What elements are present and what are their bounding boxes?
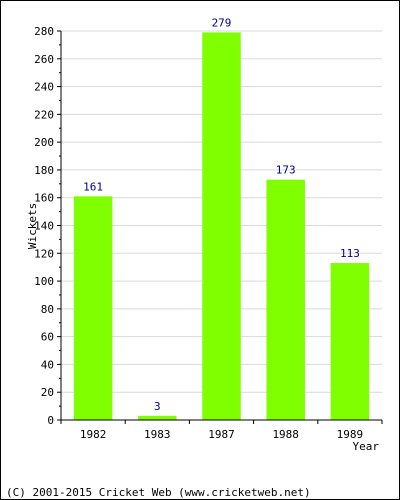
bar-1987 bbox=[202, 32, 241, 421]
x-tick-label: 1982 bbox=[80, 428, 107, 441]
y-tick-label: 40 bbox=[41, 358, 54, 371]
bars bbox=[73, 32, 370, 421]
y-tick-label: 140 bbox=[34, 220, 54, 233]
y-axis-title: Wickets bbox=[26, 203, 39, 249]
y-tick-label: 80 bbox=[41, 303, 54, 316]
y-tick-label: 260 bbox=[34, 53, 54, 66]
x-tick-label: 1989 bbox=[337, 428, 364, 441]
y-tick-label: 160 bbox=[34, 192, 54, 205]
y-tick-label: 0 bbox=[47, 414, 54, 427]
y-tick-label: 200 bbox=[34, 136, 54, 149]
y-tick-label: 220 bbox=[34, 108, 54, 121]
x-tick-label: 1983 bbox=[144, 428, 171, 441]
bar-1982 bbox=[73, 196, 113, 420]
data-label-1989: 113 bbox=[340, 247, 360, 260]
data-label-1983: 3 bbox=[154, 400, 161, 413]
y-tick-label: 20 bbox=[41, 386, 54, 399]
data-label-1988: 173 bbox=[276, 164, 296, 177]
copyright-footer: (C) 2001-2015 Cricket Web (www.cricketwe… bbox=[6, 486, 311, 499]
bar-1988 bbox=[266, 179, 305, 420]
x-axis-title: Year bbox=[353, 440, 380, 453]
bar-1989 bbox=[330, 263, 370, 420]
y-tick-label: 180 bbox=[34, 164, 54, 177]
data-labels: 161 3 279 173 113 bbox=[83, 16, 360, 412]
y-tick-label: 280 bbox=[34, 25, 54, 38]
axes: 0 20 40 60 80 100 120 140 160 180 200 220 240 260 280 1… bbox=[34, 25, 383, 441]
y-tick-label: 60 bbox=[41, 331, 54, 344]
x-tick-label: 1987 bbox=[208, 428, 235, 441]
x-tick-label: 1988 bbox=[272, 428, 299, 441]
data-label-1982: 161 bbox=[83, 180, 103, 193]
y-tick-label: 120 bbox=[34, 247, 54, 260]
data-label-1987: 279 bbox=[212, 16, 232, 29]
y-tick-label: 240 bbox=[34, 81, 54, 94]
y-tick-label: 100 bbox=[34, 275, 54, 288]
bar-1983 bbox=[138, 415, 177, 420]
